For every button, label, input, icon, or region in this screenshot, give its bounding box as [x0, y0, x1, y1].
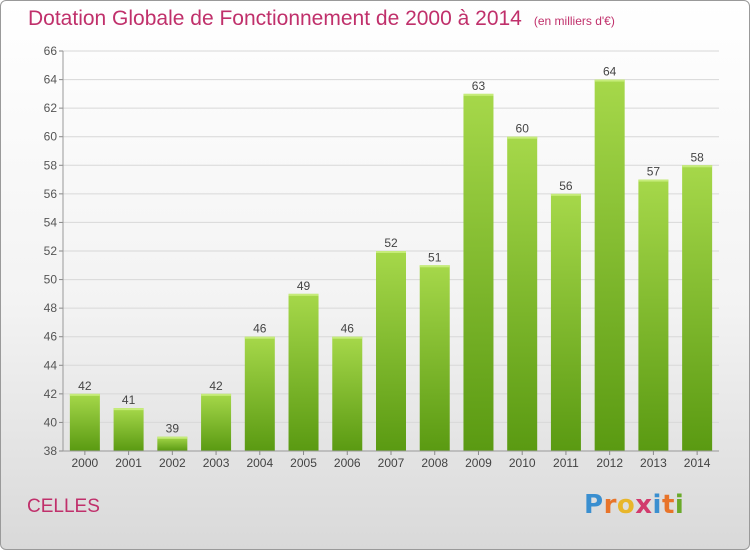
value-label: 52 — [384, 236, 398, 250]
bar-2012 — [594, 79, 625, 452]
value-label: 63 — [472, 79, 486, 93]
value-label: 58 — [690, 150, 704, 164]
y-tick-label: 60 — [44, 130, 58, 144]
bar-highlight — [550, 193, 581, 196]
bar-highlight — [332, 336, 363, 339]
value-label: 41 — [122, 393, 136, 407]
bar-2001 — [113, 408, 144, 451]
x-tick-label: 2005 — [290, 456, 317, 470]
bars — [69, 79, 713, 452]
bar-highlight — [244, 336, 275, 339]
logo-letter: x — [635, 490, 653, 520]
y-tick-label: 42 — [44, 387, 58, 401]
x-tick-label: 2010 — [509, 456, 536, 470]
bar-highlight — [113, 408, 144, 411]
x-tick-label: 2000 — [72, 456, 99, 470]
value-label: 64 — [603, 65, 617, 79]
bar-highlight — [419, 265, 450, 268]
bar-2013 — [638, 179, 669, 452]
y-tick-label: 44 — [44, 358, 58, 372]
commune-name: CELLES — [27, 496, 100, 517]
y-tick-label: 52 — [44, 244, 58, 258]
value-label: 56 — [559, 179, 573, 193]
y-tick-label: 58 — [44, 158, 58, 172]
bar-highlight — [157, 436, 188, 439]
bar-2009 — [463, 93, 494, 451]
value-label: 46 — [253, 322, 267, 336]
x-tick-label: 2007 — [378, 456, 405, 470]
labels: 38 40 42 44 46 48 50 52 54 56 58 60 62 64 66 42 2000 41 20… — [44, 44, 711, 470]
value-label: 60 — [516, 122, 530, 136]
value-label: 39 — [166, 422, 180, 436]
logo-letter: P — [584, 490, 604, 520]
x-tick-label: 2001 — [115, 456, 142, 470]
bar-2007 — [376, 251, 406, 451]
title-text: Dotation Globale de Fonctionnement de 20… — [28, 7, 522, 30]
logo-letter: r — [603, 490, 617, 520]
x-tick-label: 2012 — [596, 456, 623, 470]
x-tick-label: 2003 — [203, 456, 230, 470]
bar-highlight — [288, 293, 319, 296]
x-tick-label: 2004 — [246, 456, 273, 470]
y-tick-label: 64 — [44, 73, 58, 87]
y-tick-label: 40 — [44, 415, 58, 429]
y-tick-label: 62 — [44, 101, 58, 115]
bar-highlight — [376, 251, 406, 253]
x-tick-label: 2013 — [640, 456, 667, 470]
y-tick-label: 66 — [44, 44, 58, 58]
x-tick-label: 2002 — [159, 456, 186, 470]
value-label: 46 — [341, 322, 355, 336]
bar-highlight — [594, 79, 625, 82]
bar-highlight — [507, 136, 538, 139]
x-tick-label: 2009 — [465, 456, 492, 470]
chart-title: Dotation Globale de Fonctionnement de 20… — [28, 7, 615, 31]
value-label: 49 — [297, 279, 311, 293]
bar-highlight — [638, 179, 669, 182]
y-tick-label: 38 — [44, 444, 58, 458]
bar-highlight — [201, 393, 232, 396]
bar-2003 — [201, 393, 232, 451]
bar-2008 — [419, 265, 450, 451]
axes — [59, 50, 719, 455]
proxiti-logo[interactable]: Proxiti — [584, 490, 684, 520]
y-tick-label: 54 — [44, 215, 58, 229]
x-tick-label: 2011 — [553, 456, 579, 470]
bar-2004 — [244, 336, 275, 451]
bar-2006 — [332, 336, 363, 451]
bar-highlight — [682, 165, 713, 168]
value-label: 57 — [647, 165, 661, 179]
logo-letter: t — [661, 490, 675, 520]
bar-highlight — [463, 93, 494, 96]
value-label: 51 — [428, 250, 442, 264]
y-tick-label: 46 — [44, 330, 58, 344]
y-tick-label: 50 — [44, 273, 58, 287]
logo-letter: i — [652, 490, 662, 520]
bar-2010 — [507, 136, 538, 451]
bar-2000 — [69, 393, 100, 451]
value-label: 42 — [209, 379, 223, 393]
bar-2011 — [550, 193, 581, 451]
y-tick-label: 56 — [44, 187, 58, 201]
logo-letter: i — [674, 490, 685, 520]
y-tick-label: 48 — [44, 301, 58, 315]
bar-2014 — [682, 165, 713, 452]
logo-letter: o — [616, 490, 636, 520]
x-tick-label: 2006 — [334, 456, 361, 470]
bar-2002 — [157, 436, 188, 451]
unit-label: (en milliers d'€) — [533, 14, 615, 28]
bar-2005 — [288, 293, 319, 451]
x-tick-label: 2014 — [684, 456, 711, 470]
bar-highlight — [69, 393, 100, 396]
x-tick-label: 2008 — [421, 456, 448, 470]
value-label: 42 — [78, 379, 92, 393]
